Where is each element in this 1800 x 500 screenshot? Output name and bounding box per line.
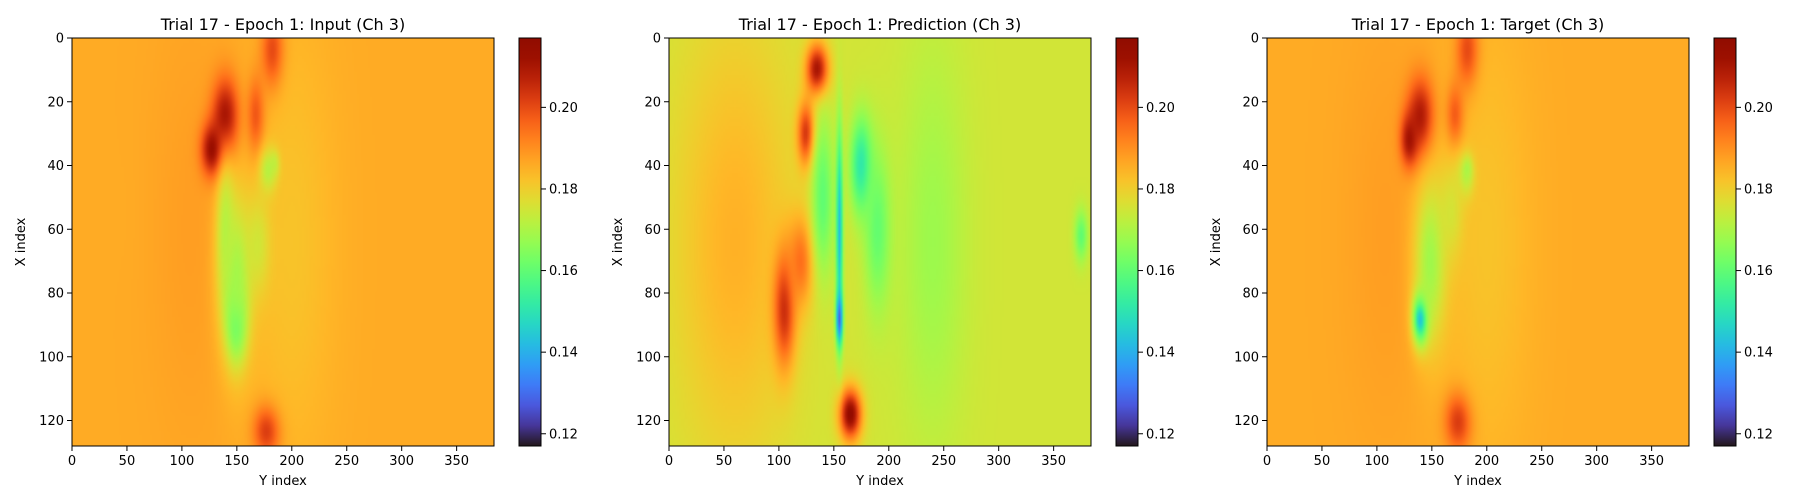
colorbar-tick-label: 0.12 (549, 427, 578, 442)
x-tick-label: 100 (169, 454, 194, 469)
y-axis-label: X index (14, 217, 29, 266)
plot-frame (1266, 37, 1690, 447)
heatmap-image-2 (669, 38, 1091, 446)
y-axis-label: X index (611, 217, 626, 266)
y-tick-label: 80 (47, 287, 64, 302)
x-tick-label: 200 (876, 454, 901, 469)
x-axis-label: Y index (258, 474, 307, 489)
y-tick-label: 80 (644, 287, 661, 302)
x-tick-label: 350 (1639, 454, 1664, 469)
colorbar-tick-label: 0.12 (1146, 427, 1175, 442)
x-tick-label: 300 (986, 454, 1011, 469)
colorbar-tick-label: 0.18 (1744, 182, 1773, 197)
y-tick-label: 40 (47, 159, 64, 174)
x-tick-label: 100 (766, 454, 791, 469)
x-tick-label: 300 (389, 454, 414, 469)
x-tick-label: 0 (68, 454, 76, 469)
colorbar-tick-label: 0.20 (549, 101, 578, 116)
x-tick-label: 250 (931, 454, 956, 469)
x-axis-label: Y index (855, 474, 904, 489)
y-tick-label: 80 (1242, 287, 1259, 302)
colorbar-tick-label: 0.14 (549, 346, 578, 361)
colorbar-tick-label: 0.20 (1146, 101, 1175, 116)
x-tick-label: 250 (334, 454, 359, 469)
x-tick-label: 150 (1419, 454, 1444, 469)
chart-title: Trial 17 - Epoch 1: Input (Ch 3) (160, 15, 405, 34)
colorbar (518, 37, 542, 447)
y-tick-label: 40 (1242, 159, 1259, 174)
x-tick-label: 150 (821, 454, 846, 469)
x-tick-label: 50 (119, 454, 136, 469)
y-axis-label: X index (1209, 217, 1224, 266)
x-tick-label: 200 (1474, 454, 1499, 469)
colorbar-tick-label: 0.20 (1744, 101, 1773, 116)
y-tick-label: 120 (636, 414, 661, 429)
y-tick-label: 0 (1251, 32, 1259, 47)
x-tick-label: 0 (1263, 454, 1271, 469)
x-tick-label: 350 (1041, 454, 1066, 469)
x-tick-label: 250 (1529, 454, 1554, 469)
plot-frame (668, 37, 1092, 447)
plot-frame (71, 37, 495, 447)
y-tick-label: 100 (636, 350, 661, 365)
colorbar-tick-label: 0.18 (549, 182, 578, 197)
x-tick-label: 100 (1364, 454, 1389, 469)
colorbar-tick-label: 0.16 (1146, 264, 1175, 279)
y-tick-label: 100 (39, 350, 64, 365)
heatmap-image-1 (72, 38, 494, 446)
colorbar-tick-label: 0.16 (1744, 264, 1773, 279)
x-tick-label: 0 (665, 454, 673, 469)
x-tick-label: 200 (279, 454, 304, 469)
y-tick-label: 120 (39, 414, 64, 429)
colorbar-tick-label: 0.12 (1744, 427, 1773, 442)
x-tick-label: 50 (716, 454, 733, 469)
colorbar (1115, 37, 1139, 447)
x-tick-label: 350 (444, 454, 469, 469)
colorbar-tick-label: 0.14 (1744, 346, 1773, 361)
x-tick-label: 50 (1314, 454, 1331, 469)
chart-title: Trial 17 - Epoch 1: Target (Ch 3) (1351, 15, 1604, 34)
x-tick-label: 150 (224, 454, 249, 469)
y-tick-label: 60 (644, 223, 661, 238)
colorbar-tick-label: 0.18 (1146, 182, 1175, 197)
y-tick-label: 120 (1234, 414, 1259, 429)
y-tick-label: 0 (56, 32, 64, 47)
y-tick-label: 60 (1242, 223, 1259, 238)
y-tick-label: 20 (644, 95, 661, 110)
colorbar-tick-label: 0.16 (549, 264, 578, 279)
y-tick-label: 20 (47, 95, 64, 110)
chart-title: Trial 17 - Epoch 1: Prediction (Ch 3) (738, 15, 1021, 34)
y-tick-label: 40 (644, 159, 661, 174)
y-tick-label: 20 (1242, 95, 1259, 110)
x-axis-label: Y index (1453, 474, 1502, 489)
y-tick-label: 60 (47, 223, 64, 238)
y-tick-label: 0 (653, 32, 661, 47)
colorbar-tick-label: 0.14 (1146, 346, 1175, 361)
y-tick-label: 100 (1234, 350, 1259, 365)
colorbar (1713, 37, 1737, 447)
heatmap-image-3 (1267, 38, 1689, 446)
x-tick-label: 300 (1584, 454, 1609, 469)
